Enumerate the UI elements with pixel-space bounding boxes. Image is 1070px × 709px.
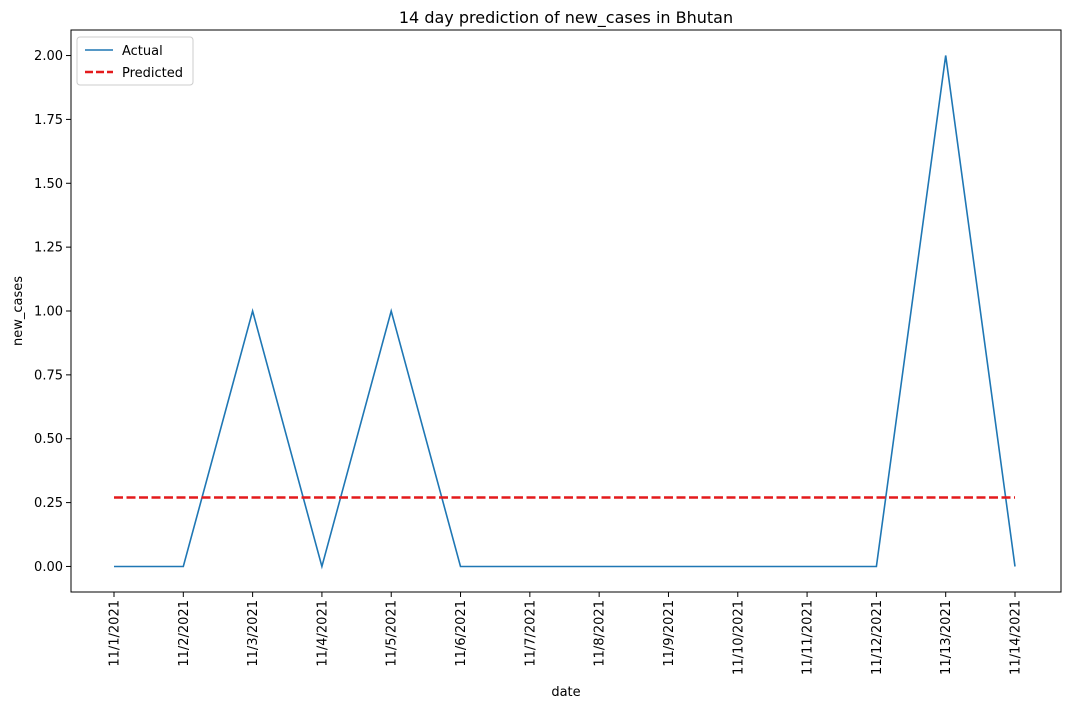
series-line-actual	[114, 55, 1016, 570]
x-axis-label: date	[551, 685, 580, 700]
chart-title: 14 day prediction of new_cases in Bhutan	[399, 8, 733, 28]
x-tick-label: 11/5/2021	[385, 600, 400, 667]
legend-label-actual: Actual	[122, 44, 163, 59]
series-layer	[114, 55, 1016, 570]
y-tick-label: 1.50	[34, 177, 63, 192]
legend-box	[76, 36, 194, 86]
y-tick-label: 1.75	[34, 113, 63, 128]
y-tick-label: 0.75	[34, 368, 63, 383]
x-tick-label: 11/10/2021	[731, 600, 746, 675]
x-tick-label: 11/8/2021	[593, 600, 608, 667]
y-tick-label: 2.00	[34, 49, 63, 64]
y-tick-label: 1.00	[34, 305, 63, 320]
y-tick-label: 0.50	[34, 432, 63, 447]
y-axis: 0.00 0.25 0.50 0.75 1.00 1.25 1.50 1.75 2.00	[34, 49, 71, 575]
x-tick-label: 11/3/2021	[246, 600, 261, 667]
y-tick-label: 0.00	[34, 560, 63, 575]
plot-frame	[70, 29, 1062, 593]
x-axis: 11/1/2021 11/2/2021 11/3/2021 11/4/2021 11/5…	[108, 592, 1024, 675]
x-tick-label: 11/2/2021	[177, 600, 192, 667]
x-tick-label: 11/12/2021	[870, 600, 885, 675]
x-tick-label: 11/6/2021	[454, 600, 469, 667]
y-tick-label: 0.25	[34, 496, 63, 511]
x-tick-label: 11/14/2021	[1009, 600, 1024, 675]
x-tick-label: 11/9/2021	[662, 600, 677, 667]
legend: Actual Predicted	[76, 36, 194, 86]
x-tick-label: 11/7/2021	[523, 600, 538, 667]
legend-label-predicted: Predicted	[122, 66, 183, 81]
x-tick-label: 11/11/2021	[801, 600, 816, 675]
x-tick-label: 11/4/2021	[315, 600, 330, 667]
x-tick-label: 11/1/2021	[108, 600, 123, 667]
y-axis-label: new_cases	[11, 276, 26, 346]
y-tick-label: 1.25	[34, 241, 63, 256]
x-tick-label: 11/13/2021	[939, 600, 954, 675]
